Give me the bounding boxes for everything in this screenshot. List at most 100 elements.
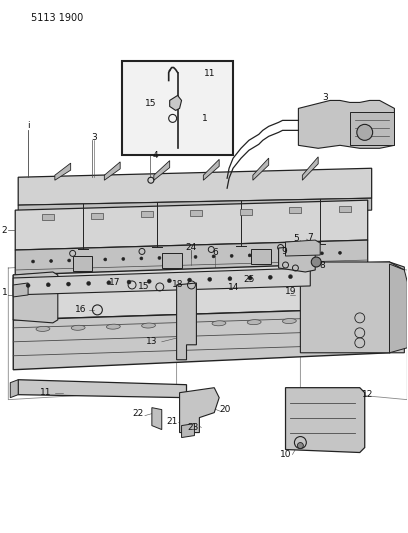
Text: 20: 20 [220,405,231,414]
Polygon shape [300,262,404,353]
Text: 5113 1900: 5113 1900 [31,13,83,23]
Circle shape [107,281,111,285]
Circle shape [50,260,53,262]
Circle shape [248,276,252,280]
Ellipse shape [282,319,296,324]
Text: 12: 12 [362,390,373,399]
Polygon shape [18,198,372,217]
Circle shape [284,253,287,256]
Text: 1: 1 [2,288,7,297]
Text: 22: 22 [132,409,144,418]
Circle shape [167,279,171,282]
Circle shape [176,256,179,259]
Circle shape [158,256,161,260]
Circle shape [86,281,91,285]
Polygon shape [203,159,219,180]
Polygon shape [162,253,182,268]
Bar [240,208,252,215]
Polygon shape [253,158,269,180]
Circle shape [311,257,321,267]
Circle shape [188,278,191,282]
Ellipse shape [71,325,85,330]
Polygon shape [180,387,219,433]
Bar [191,210,202,216]
Bar [91,213,103,219]
Polygon shape [13,308,390,370]
Text: 10: 10 [280,450,291,459]
Text: 23: 23 [188,423,199,432]
Circle shape [248,254,251,257]
Circle shape [68,259,71,262]
Text: 19: 19 [285,287,296,296]
Circle shape [67,282,71,286]
Polygon shape [390,262,404,353]
Text: 8: 8 [319,261,325,270]
Circle shape [228,277,232,281]
Polygon shape [152,408,162,430]
Text: 5: 5 [293,233,299,243]
Text: 18: 18 [172,280,183,289]
Text: 6: 6 [212,247,218,256]
Text: i: i [27,121,29,130]
Text: 17: 17 [109,278,120,287]
Polygon shape [390,264,407,353]
Text: 11: 11 [40,388,52,397]
Polygon shape [298,100,395,148]
Ellipse shape [106,324,120,329]
Circle shape [122,257,125,261]
Text: 25: 25 [243,276,255,285]
Circle shape [288,274,293,279]
Bar [339,206,351,212]
Polygon shape [13,283,28,297]
Text: 3: 3 [322,93,328,102]
Text: 21: 21 [166,417,177,426]
Polygon shape [251,249,271,264]
Text: 11: 11 [204,69,215,78]
Polygon shape [18,168,372,205]
Polygon shape [18,379,186,398]
Polygon shape [170,95,182,110]
Text: 16: 16 [75,305,86,314]
Circle shape [302,252,305,255]
Circle shape [31,260,35,263]
Bar [141,212,153,217]
Text: 3: 3 [91,133,98,142]
Circle shape [212,255,215,258]
Circle shape [208,277,212,281]
Polygon shape [13,262,390,320]
Circle shape [268,276,272,279]
Text: 24: 24 [186,243,197,252]
Polygon shape [279,245,315,272]
Circle shape [320,252,324,255]
Polygon shape [350,112,395,146]
Circle shape [230,254,233,257]
Circle shape [357,124,373,140]
Polygon shape [73,256,93,271]
Ellipse shape [36,326,50,332]
Bar [42,214,54,220]
Text: 7: 7 [307,232,313,241]
Polygon shape [182,424,195,438]
Text: 15: 15 [138,282,150,292]
Polygon shape [302,157,318,180]
Polygon shape [13,272,58,323]
Ellipse shape [177,322,191,327]
Text: 14: 14 [228,284,240,293]
Ellipse shape [212,321,226,326]
Polygon shape [104,162,120,180]
Text: 13: 13 [146,337,157,346]
Polygon shape [286,387,365,453]
Polygon shape [286,240,320,256]
Circle shape [140,257,143,260]
Circle shape [46,283,50,287]
Circle shape [266,253,269,256]
Ellipse shape [353,316,367,321]
Text: 9: 9 [282,247,287,255]
Text: 15: 15 [145,99,157,108]
Circle shape [147,279,151,284]
Polygon shape [154,160,170,180]
Polygon shape [10,379,18,398]
Ellipse shape [142,323,155,328]
Text: 2: 2 [2,225,7,235]
Circle shape [104,258,107,261]
